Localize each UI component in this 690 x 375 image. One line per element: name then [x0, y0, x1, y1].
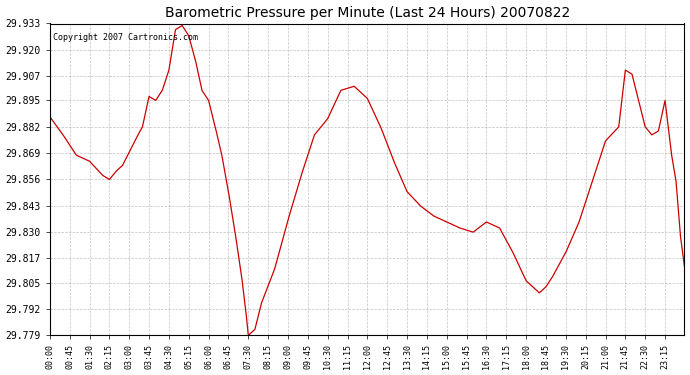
- Text: Copyright 2007 Cartronics.com: Copyright 2007 Cartronics.com: [53, 33, 198, 42]
- Title: Barometric Pressure per Minute (Last 24 Hours) 20070822: Barometric Pressure per Minute (Last 24 …: [164, 6, 570, 20]
